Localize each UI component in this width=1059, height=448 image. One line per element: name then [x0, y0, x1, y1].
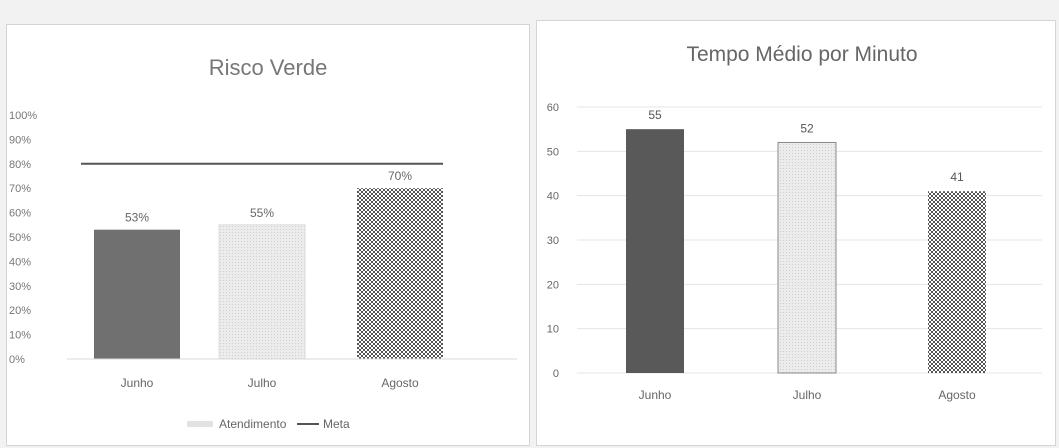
y-tick-label: 60%: [9, 208, 31, 220]
x-tick-label: Julho: [248, 376, 277, 390]
y-tick-label: 30: [547, 235, 559, 247]
data-label: 53%: [125, 211, 149, 225]
y-tick-label: 30%: [9, 281, 31, 293]
y-tick-label: 40: [547, 191, 559, 203]
bar-agosto: [928, 191, 986, 373]
chart-risco-verde: Risco Verde 0% 10% 20% 30% 40% 50% 60% 70% 80% 90…: [6, 24, 530, 446]
y-tick-label: 80%: [9, 159, 31, 171]
y-tick-label: 40%: [9, 256, 31, 268]
data-label: 41: [950, 170, 964, 184]
bar-julho: [777, 141, 837, 374]
y-tick-label: 50%: [9, 232, 31, 244]
y-tick-label: 20: [547, 279, 559, 291]
y-tick-label: 20%: [9, 305, 31, 317]
legend-label-atendimento: Atendimento: [219, 417, 287, 431]
y-tick-label: 50: [547, 146, 559, 158]
x-tick-label: Agosto: [381, 376, 419, 390]
y-tick-label: 0%: [9, 354, 25, 366]
bar-agosto: [357, 188, 443, 359]
x-tick-label: Julho: [793, 388, 822, 402]
x-tick-label: Junho: [121, 376, 154, 390]
x-tick-label: Agosto: [938, 388, 976, 402]
chart-title: Tempo Médio por Minuto: [686, 43, 917, 66]
chart-tempo-medio: Tempo Médio por Minuto 0 10 20 30 40 50 60 55 5…: [536, 20, 1056, 446]
data-label: 70%: [388, 169, 412, 183]
y-tick-label: 90%: [9, 134, 31, 146]
bar-julho: [218, 224, 306, 360]
y-tick-label: 60: [547, 102, 559, 114]
y-tick-label: 100%: [9, 110, 37, 122]
risco-verde-svg: Risco Verde 0% 10% 20% 30% 40% 50% 60% 70% 80% 90…: [9, 55, 517, 431]
data-label: 52: [800, 121, 814, 135]
bar-junho: [94, 229, 180, 359]
legend: Atendimento Meta: [187, 417, 350, 431]
tempo-medio-svg: Tempo Médio por Minuto 0 10 20 30 40 50 60 55 5…: [547, 43, 1042, 402]
data-label: 55%: [250, 206, 274, 220]
legend-label-meta: Meta: [323, 417, 350, 431]
y-tick-label: 0: [553, 368, 559, 380]
chart-title: Risco Verde: [209, 55, 328, 80]
y-tick-label: 10: [547, 324, 559, 336]
y-tick-label: 10%: [9, 330, 31, 342]
y-tick-label: 70%: [9, 183, 31, 195]
data-label: 55: [648, 108, 662, 122]
x-tick-label: Junho: [639, 388, 672, 402]
bar-junho: [626, 129, 684, 373]
